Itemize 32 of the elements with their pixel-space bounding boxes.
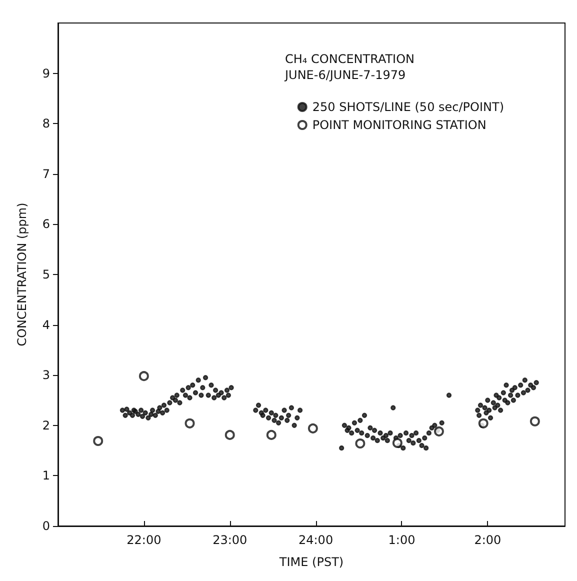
text: CH₄ CONCENTRATION xyxy=(285,52,415,66)
legend-label: 250 SHOTS/LINE (50 sec/POINT) xyxy=(312,100,504,114)
y-tick-label: 1 xyxy=(42,468,50,483)
x-tick-label: 24:00 xyxy=(298,533,334,547)
x-tick-label: 2:00 xyxy=(474,533,502,547)
point xyxy=(392,438,402,448)
legend-label: POINT MONITORING STATION xyxy=(312,118,486,132)
x-axis-title: TIME (PST) xyxy=(278,555,344,569)
point xyxy=(355,438,366,449)
y-tick-label: 7 xyxy=(42,166,50,181)
point xyxy=(308,423,318,434)
point xyxy=(434,426,444,436)
x-tick-label: 22:00 xyxy=(126,533,162,547)
x-tick-label: 23:00 xyxy=(212,533,248,547)
point xyxy=(530,416,540,426)
y-tick-label: 2 xyxy=(42,418,50,432)
y-tick-label: 6 xyxy=(42,217,50,232)
point xyxy=(138,371,149,382)
y-tick-label: 5 xyxy=(42,268,50,282)
y-tick-label: 9 xyxy=(42,66,50,80)
point xyxy=(224,430,235,440)
y-tick-label: 4 xyxy=(42,318,50,332)
point xyxy=(184,418,195,428)
y-axis-title: CONCENTRATION (ppm) xyxy=(15,202,29,346)
y-tick-label: 3 xyxy=(42,368,50,382)
y-tick-label: 0 xyxy=(42,519,50,533)
y-tick-label: 8 xyxy=(42,116,50,131)
x-tick-label: 1:00 xyxy=(388,533,416,547)
point xyxy=(478,418,488,428)
text: JUNE-6/JUNE-7-1979 xyxy=(284,68,406,82)
point xyxy=(266,430,276,440)
point xyxy=(93,436,104,446)
